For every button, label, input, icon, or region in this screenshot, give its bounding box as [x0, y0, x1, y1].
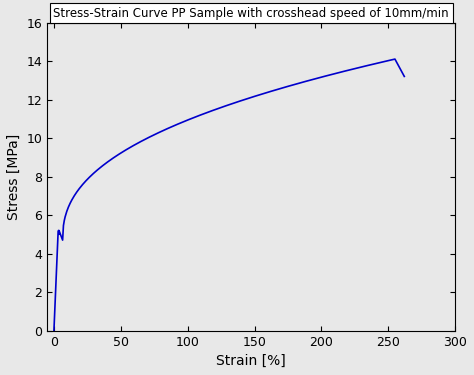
Title: Stress-Strain Curve PP Sample with crosshead speed of 10mm/min: Stress-Strain Curve PP Sample with cross… [54, 7, 449, 20]
X-axis label: Strain [%]: Strain [%] [216, 354, 286, 368]
Y-axis label: Stress [MPa]: Stress [MPa] [7, 134, 21, 220]
